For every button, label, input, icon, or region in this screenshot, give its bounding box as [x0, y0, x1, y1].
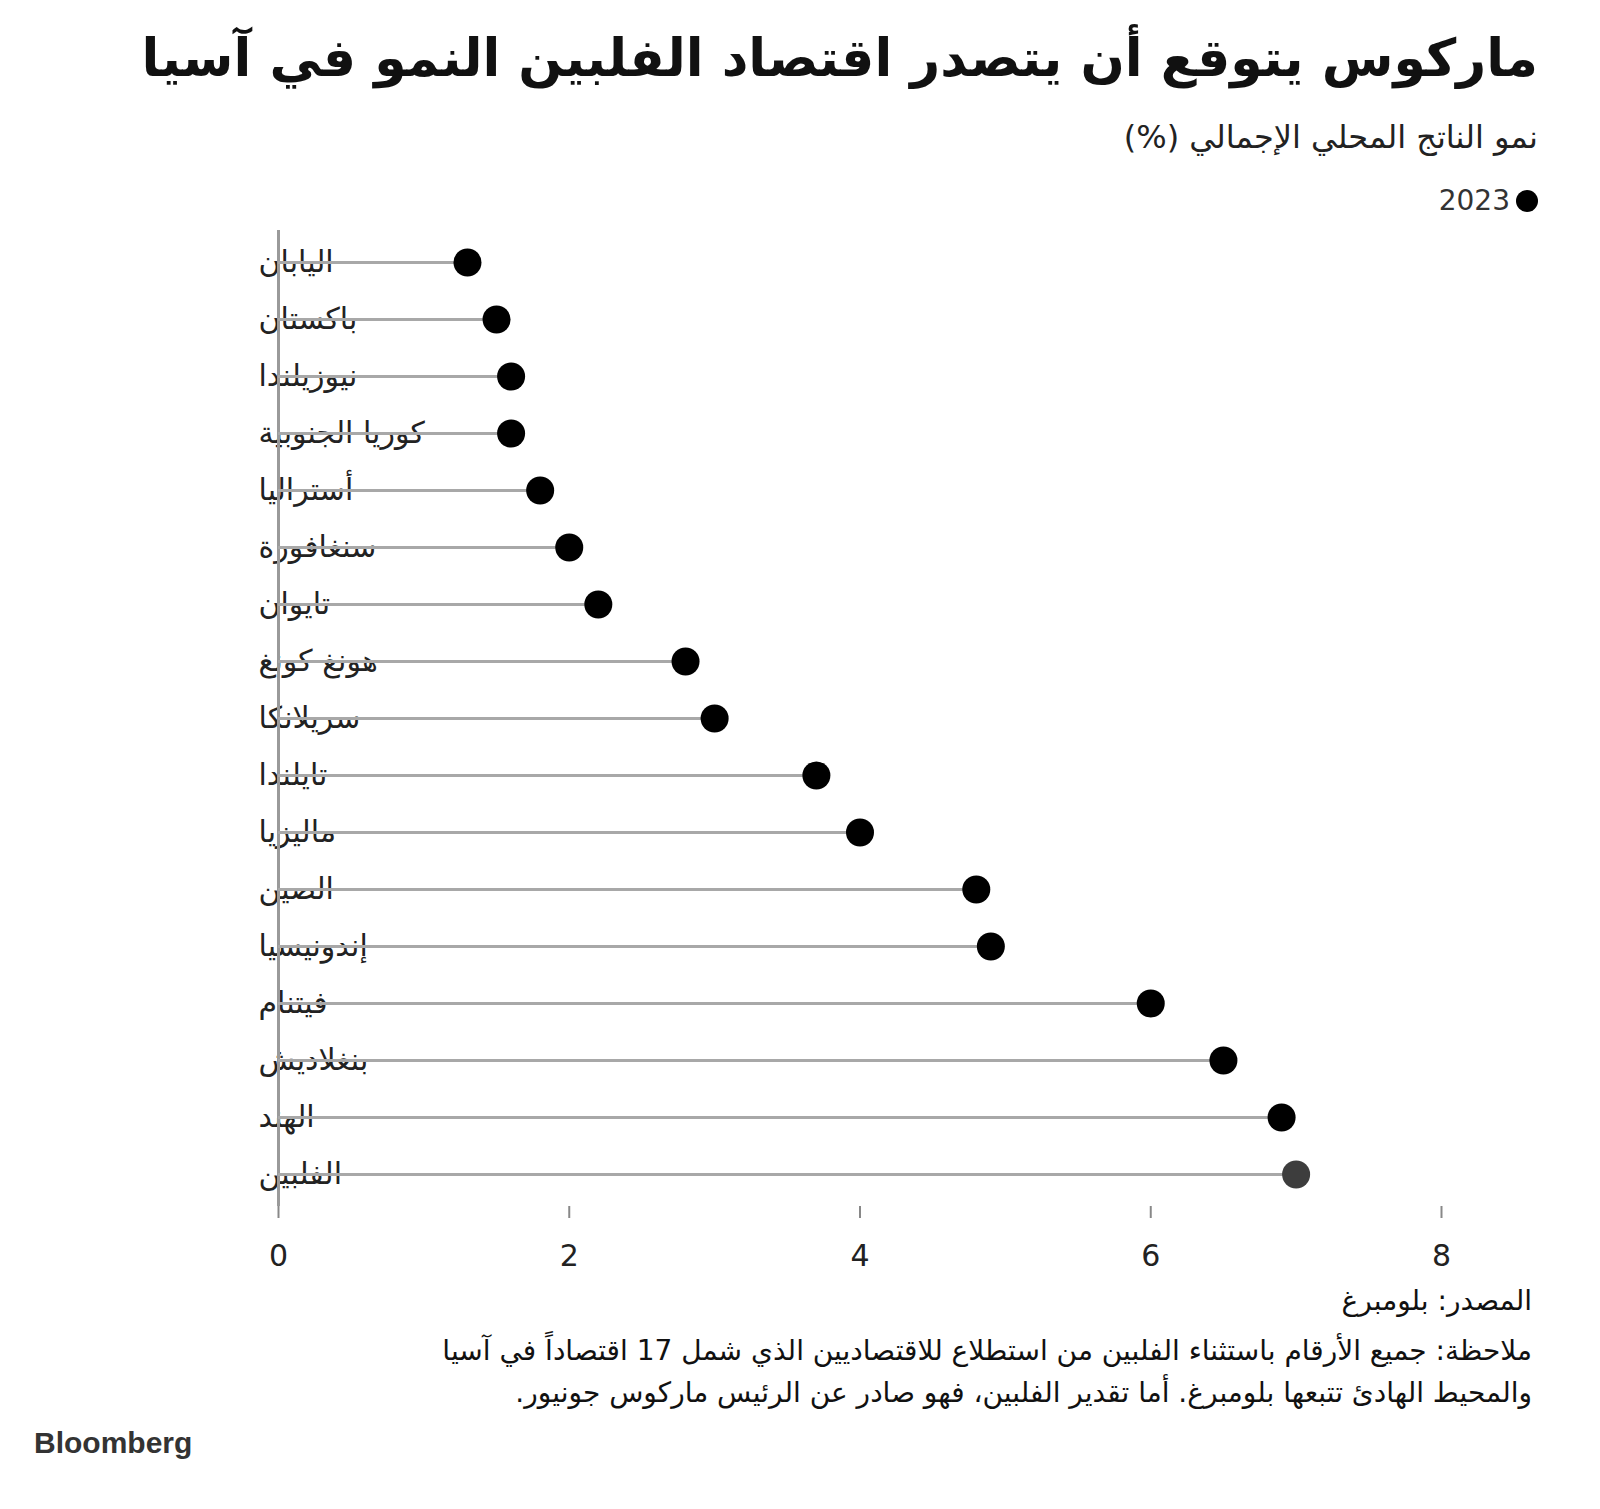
html-text:المصدر: بلومبرغ: المصدر: بلومبرغ — [1341, 1284, 1532, 1317]
svg-text:6: 6 — [1141, 1238, 1160, 1273]
svg-text:كوريا الجنوبية: كوريا الجنوبية — [258, 415, 425, 451]
svg-text:اليابان: اليابان — [258, 244, 334, 280]
svg-text:إندونيسيا: إندونيسيا — [258, 928, 368, 964]
html-text:Bloomberg: Bloomberg — [34, 1426, 193, 1459]
html-text:نمو الناتج المحلي الإجمالي (%): نمو الناتج المحلي الإجمالي (%) — [1123, 118, 1538, 156]
html-text:ملاحظة: جميع الأرقام باستثناء: ملاحظة: جميع الأرقام باستثناء الفلبين من… — [442, 1334, 1532, 1409]
svg-text:0: 0 — [269, 1238, 288, 1273]
svg-text:فيتنام: فيتنام — [258, 985, 328, 1021]
svg-text:الهند: الهند — [258, 1099, 315, 1135]
svg-text:نيوزيلندا: نيوزيلندا — [258, 358, 358, 394]
html-text:ماركوس يتوقع أن يتصدر اقتصاد ا: ماركوس يتوقع أن يتصدر اقتصاد الفلبين الن… — [141, 28, 1538, 88]
svg-text:تايوان: تايوان — [258, 586, 331, 622]
svg-text:سنغافورة: سنغافورة — [258, 529, 377, 565]
svg-text:الفلبين: الفلبين — [258, 1156, 342, 1192]
svg-text:باكستان: باكستان — [258, 301, 358, 337]
svg-text:8: 8 — [1432, 1238, 1451, 1273]
svg-text:2: 2 — [560, 1238, 579, 1273]
html-text:2023: 2023 — [1438, 184, 1510, 217]
svg-text:هونغ كونغ: هونغ كونغ — [258, 643, 378, 679]
svg-text:سريلانكا: سريلانكا — [258, 700, 361, 736]
svg-text:أستراليا: أستراليا — [259, 469, 354, 507]
svg-text:الصين: الصين — [258, 871, 334, 907]
svg-text:ماليزيا: ماليزيا — [258, 814, 336, 850]
svg-text:تايلندا: تايلندا — [258, 757, 328, 793]
svg-text:بنغلاديش: بنغلاديش — [258, 1042, 369, 1078]
svg-text:4: 4 — [850, 1238, 869, 1273]
